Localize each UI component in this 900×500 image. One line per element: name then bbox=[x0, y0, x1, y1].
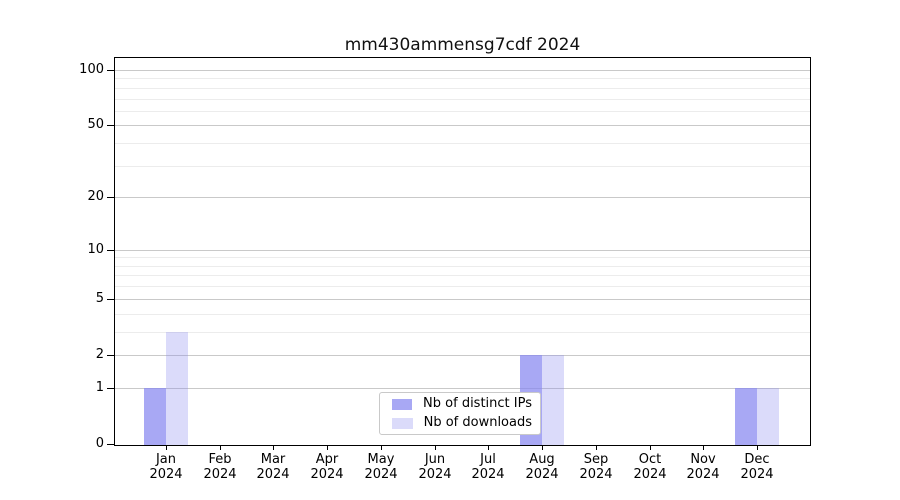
y-tick-label: 20 bbox=[87, 189, 104, 204]
x-tick-label: Apr 2024 bbox=[297, 452, 357, 482]
x-tick-year: 2024 bbox=[364, 467, 398, 482]
x-tick-mark bbox=[273, 446, 274, 450]
x-tick-year: 2024 bbox=[418, 467, 452, 482]
minor-gridline bbox=[115, 275, 810, 277]
x-tick-mark bbox=[435, 446, 436, 450]
x-tick-label: Aug 2024 bbox=[512, 452, 572, 482]
x-tick-year: 2024 bbox=[256, 467, 290, 482]
plot-area bbox=[114, 57, 811, 446]
x-tick-mark bbox=[220, 446, 221, 450]
minor-gridline bbox=[115, 98, 810, 100]
x-tick-label: Feb 2024 bbox=[190, 452, 250, 482]
x-tick-month: Apr bbox=[315, 452, 339, 467]
minor-gridline bbox=[115, 143, 810, 145]
y-tick-label: 2 bbox=[95, 347, 104, 362]
major-gridline bbox=[115, 249, 810, 251]
x-tick-month: Oct bbox=[638, 452, 662, 467]
bar-downloads-dec bbox=[756, 387, 779, 445]
x-tick-year: 2024 bbox=[740, 467, 774, 482]
y-tick-mark bbox=[107, 299, 114, 300]
x-tick-label: Dec 2024 bbox=[727, 452, 787, 482]
x-tick-month: Sep bbox=[583, 452, 609, 467]
bar-distinct-ips-jan bbox=[144, 387, 166, 445]
x-tick-year: 2024 bbox=[149, 467, 183, 482]
y-tick-mark bbox=[107, 250, 114, 251]
y-tick-label: 1 bbox=[95, 380, 104, 395]
x-tick-year: 2024 bbox=[471, 467, 505, 482]
major-gridline bbox=[115, 125, 810, 127]
minor-gridline bbox=[115, 257, 810, 259]
x-tick-month: Mar bbox=[260, 452, 286, 467]
x-tick-label: Oct 2024 bbox=[620, 452, 680, 482]
x-tick-month: Jan bbox=[155, 452, 177, 467]
x-tick-label: Nov 2024 bbox=[673, 452, 733, 482]
x-tick-year: 2024 bbox=[203, 467, 237, 482]
y-tick-label: 50 bbox=[87, 117, 104, 132]
major-gridline bbox=[115, 70, 810, 71]
x-tick-mark bbox=[381, 446, 382, 450]
x-tick-mark bbox=[757, 446, 758, 450]
major-gridline bbox=[115, 387, 810, 389]
x-tick-label: Jul 2024 bbox=[458, 452, 518, 482]
bar-downloads-jan bbox=[166, 331, 188, 445]
legend-label-downloads: Nb of downloads bbox=[423, 415, 532, 430]
major-gridline bbox=[115, 197, 810, 199]
x-tick-month: Nov bbox=[690, 452, 716, 467]
x-tick-mark bbox=[166, 446, 167, 450]
x-tick-month: Jun bbox=[424, 452, 446, 467]
x-tick-label: Jun 2024 bbox=[405, 452, 465, 482]
legend-swatch-distinct-ips bbox=[392, 398, 413, 410]
x-tick-month: May bbox=[367, 452, 395, 467]
x-tick-year: 2024 bbox=[525, 467, 559, 482]
x-tick-year: 2024 bbox=[310, 467, 344, 482]
x-tick-mark bbox=[596, 446, 597, 450]
minor-gridline bbox=[115, 331, 810, 333]
chart-title: mm430ammensg7cdf 2024 bbox=[344, 35, 581, 55]
legend-swatch-downloads bbox=[392, 417, 413, 429]
y-tick-mark bbox=[107, 125, 114, 126]
y-tick-mark bbox=[107, 197, 114, 198]
major-gridline bbox=[115, 298, 810, 300]
minor-gridline bbox=[115, 313, 810, 315]
y-tick-label: 0 bbox=[95, 436, 104, 451]
x-tick-mark bbox=[327, 446, 328, 450]
x-tick-mark bbox=[650, 446, 651, 450]
x-tick-month: Aug bbox=[529, 452, 555, 467]
y-tick-mark bbox=[107, 388, 114, 389]
legend-label-distinct-ips: Nb of distinct IPs bbox=[423, 396, 532, 411]
x-tick-year: 2024 bbox=[579, 467, 613, 482]
legend-row: Nb of distinct IPs bbox=[388, 397, 532, 411]
minor-gridline bbox=[115, 165, 810, 167]
y-tick-label: 10 bbox=[87, 242, 104, 257]
bar-downloads-aug bbox=[542, 354, 565, 445]
x-tick-label: Sep 2024 bbox=[566, 452, 626, 482]
x-tick-mark bbox=[542, 446, 543, 450]
y-tick-mark bbox=[107, 70, 114, 71]
minor-gridline bbox=[115, 286, 810, 288]
x-tick-label: May 2024 bbox=[351, 452, 411, 482]
x-tick-label: Jan 2024 bbox=[136, 452, 196, 482]
minor-gridline bbox=[115, 78, 810, 80]
x-tick-month: Jul bbox=[480, 452, 496, 467]
major-gridline bbox=[115, 354, 810, 356]
legend: Nb of distinct IPs Nb of downloads bbox=[379, 392, 541, 435]
legend-row: Nb of downloads bbox=[388, 416, 532, 430]
x-tick-year: 2024 bbox=[686, 467, 720, 482]
x-tick-year: 2024 bbox=[633, 467, 667, 482]
x-tick-mark bbox=[488, 446, 489, 450]
minor-gridline bbox=[115, 110, 810, 112]
x-tick-label: Mar 2024 bbox=[243, 452, 303, 482]
x-tick-month: Dec bbox=[744, 452, 770, 467]
y-tick-label: 100 bbox=[79, 62, 104, 77]
y-tick-mark bbox=[107, 444, 114, 445]
minor-gridline bbox=[115, 265, 810, 267]
y-tick-label: 5 bbox=[95, 291, 104, 306]
bar-distinct-ips-dec bbox=[734, 387, 757, 445]
x-tick-mark bbox=[703, 446, 704, 450]
x-tick-month: Feb bbox=[208, 452, 232, 467]
y-tick-mark bbox=[107, 355, 114, 356]
minor-gridline bbox=[115, 87, 810, 89]
